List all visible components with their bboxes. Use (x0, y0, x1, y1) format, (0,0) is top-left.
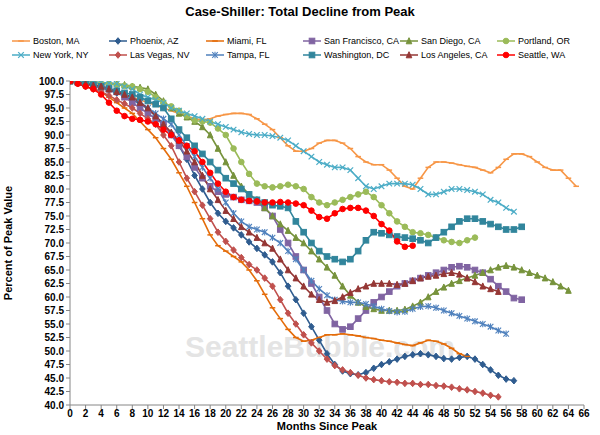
svg-text:72.5: 72.5 (45, 224, 65, 235)
svg-text:30: 30 (298, 408, 310, 419)
svg-text:8: 8 (130, 408, 136, 419)
svg-text:67.5: 67.5 (45, 251, 65, 262)
html-text:Percent of Peak Value: Percent of Peak Value (2, 185, 14, 301)
svg-text:90.0: 90.0 (45, 130, 65, 141)
svg-text:58: 58 (516, 408, 528, 419)
html-text:Miami, FL: Miami, FL (227, 36, 267, 46)
svg-text:87.5: 87.5 (45, 143, 65, 154)
svg-text:22: 22 (236, 408, 248, 419)
html-text:Months Since Peak: Months Since Peak (276, 420, 378, 432)
svg-text:65.0: 65.0 (45, 265, 65, 276)
html-text:Washington, DC: Washington, DC (324, 50, 390, 60)
svg-text:97.5: 97.5 (45, 89, 65, 100)
html-text:Las Vegas, NV: Las Vegas, NV (130, 50, 190, 60)
svg-text:50.0: 50.0 (45, 346, 65, 357)
svg-text:70.0: 70.0 (45, 238, 65, 249)
html-text:Phoenix, AZ: Phoenix, AZ (130, 36, 179, 46)
html-text:Case-Shiller: Total Decline fr: Case-Shiller: Total Decline from Peak (185, 4, 415, 19)
svg-text:44: 44 (407, 408, 419, 419)
svg-text:60.0: 60.0 (45, 292, 65, 303)
svg-text:47.5: 47.5 (45, 359, 65, 370)
svg-text:50: 50 (454, 408, 466, 419)
svg-text:6: 6 (114, 408, 120, 419)
svg-text:46: 46 (423, 408, 435, 419)
svg-text:40.0: 40.0 (45, 400, 65, 411)
svg-text:100.0: 100.0 (39, 76, 64, 87)
html-text:Seattle, WA: Seattle, WA (518, 50, 566, 60)
svg-text:56: 56 (501, 408, 513, 419)
svg-text:2: 2 (83, 408, 89, 419)
svg-text:62: 62 (547, 408, 559, 419)
svg-text:55.0: 55.0 (45, 319, 65, 330)
svg-text:36: 36 (345, 408, 357, 419)
svg-text:40: 40 (376, 408, 388, 419)
svg-text:26: 26 (267, 408, 279, 419)
html-text:New York, NY: New York, NY (33, 50, 89, 60)
svg-text:82.5: 82.5 (45, 170, 65, 181)
svg-text:57.5: 57.5 (45, 305, 65, 316)
svg-text:14: 14 (173, 408, 185, 419)
svg-text:10: 10 (142, 408, 154, 419)
html-text:Los Angeles, CA: Los Angeles, CA (421, 50, 488, 60)
svg-text:32: 32 (314, 408, 326, 419)
svg-text:52.5: 52.5 (45, 332, 65, 343)
svg-text:20: 20 (220, 408, 232, 419)
svg-text:48: 48 (438, 408, 450, 419)
html-text:Tampa, FL: Tampa, FL (227, 50, 270, 60)
svg-text:34: 34 (329, 408, 341, 419)
html-text:San Francisco, CA: San Francisco, CA (324, 36, 399, 46)
html-text:San Diego, CA: San Diego, CA (421, 36, 481, 46)
svg-text:52: 52 (469, 408, 481, 419)
svg-text:92.5: 92.5 (45, 116, 65, 127)
svg-text:45.0: 45.0 (45, 373, 65, 384)
svg-text:54: 54 (485, 408, 497, 419)
svg-text:42: 42 (392, 408, 404, 419)
svg-text:75.0: 75.0 (45, 211, 65, 222)
svg-text:80.0: 80.0 (45, 184, 65, 195)
svg-text:38: 38 (360, 408, 372, 419)
svg-text:28: 28 (282, 408, 294, 419)
svg-text:16: 16 (189, 408, 201, 419)
html-text:SeattleBubble.com: SeattleBubble.com (185, 330, 455, 363)
html-text:Boston, MA: Boston, MA (33, 36, 80, 46)
svg-text:4: 4 (98, 408, 104, 419)
svg-text:42.5: 42.5 (45, 386, 65, 397)
html-text:Portland, OR: Portland, OR (518, 36, 570, 46)
svg-text:62.5: 62.5 (45, 278, 65, 289)
svg-text:95.0: 95.0 (45, 103, 65, 114)
svg-text:64: 64 (563, 408, 575, 419)
svg-text:12: 12 (158, 408, 170, 419)
svg-text:24: 24 (251, 408, 263, 419)
svg-text:66: 66 (578, 408, 590, 419)
svg-text:60: 60 (532, 408, 544, 419)
svg-text:18: 18 (205, 408, 217, 419)
svg-text:85.0: 85.0 (45, 157, 65, 168)
svg-text:0: 0 (67, 408, 73, 419)
svg-text:77.5: 77.5 (45, 197, 65, 208)
